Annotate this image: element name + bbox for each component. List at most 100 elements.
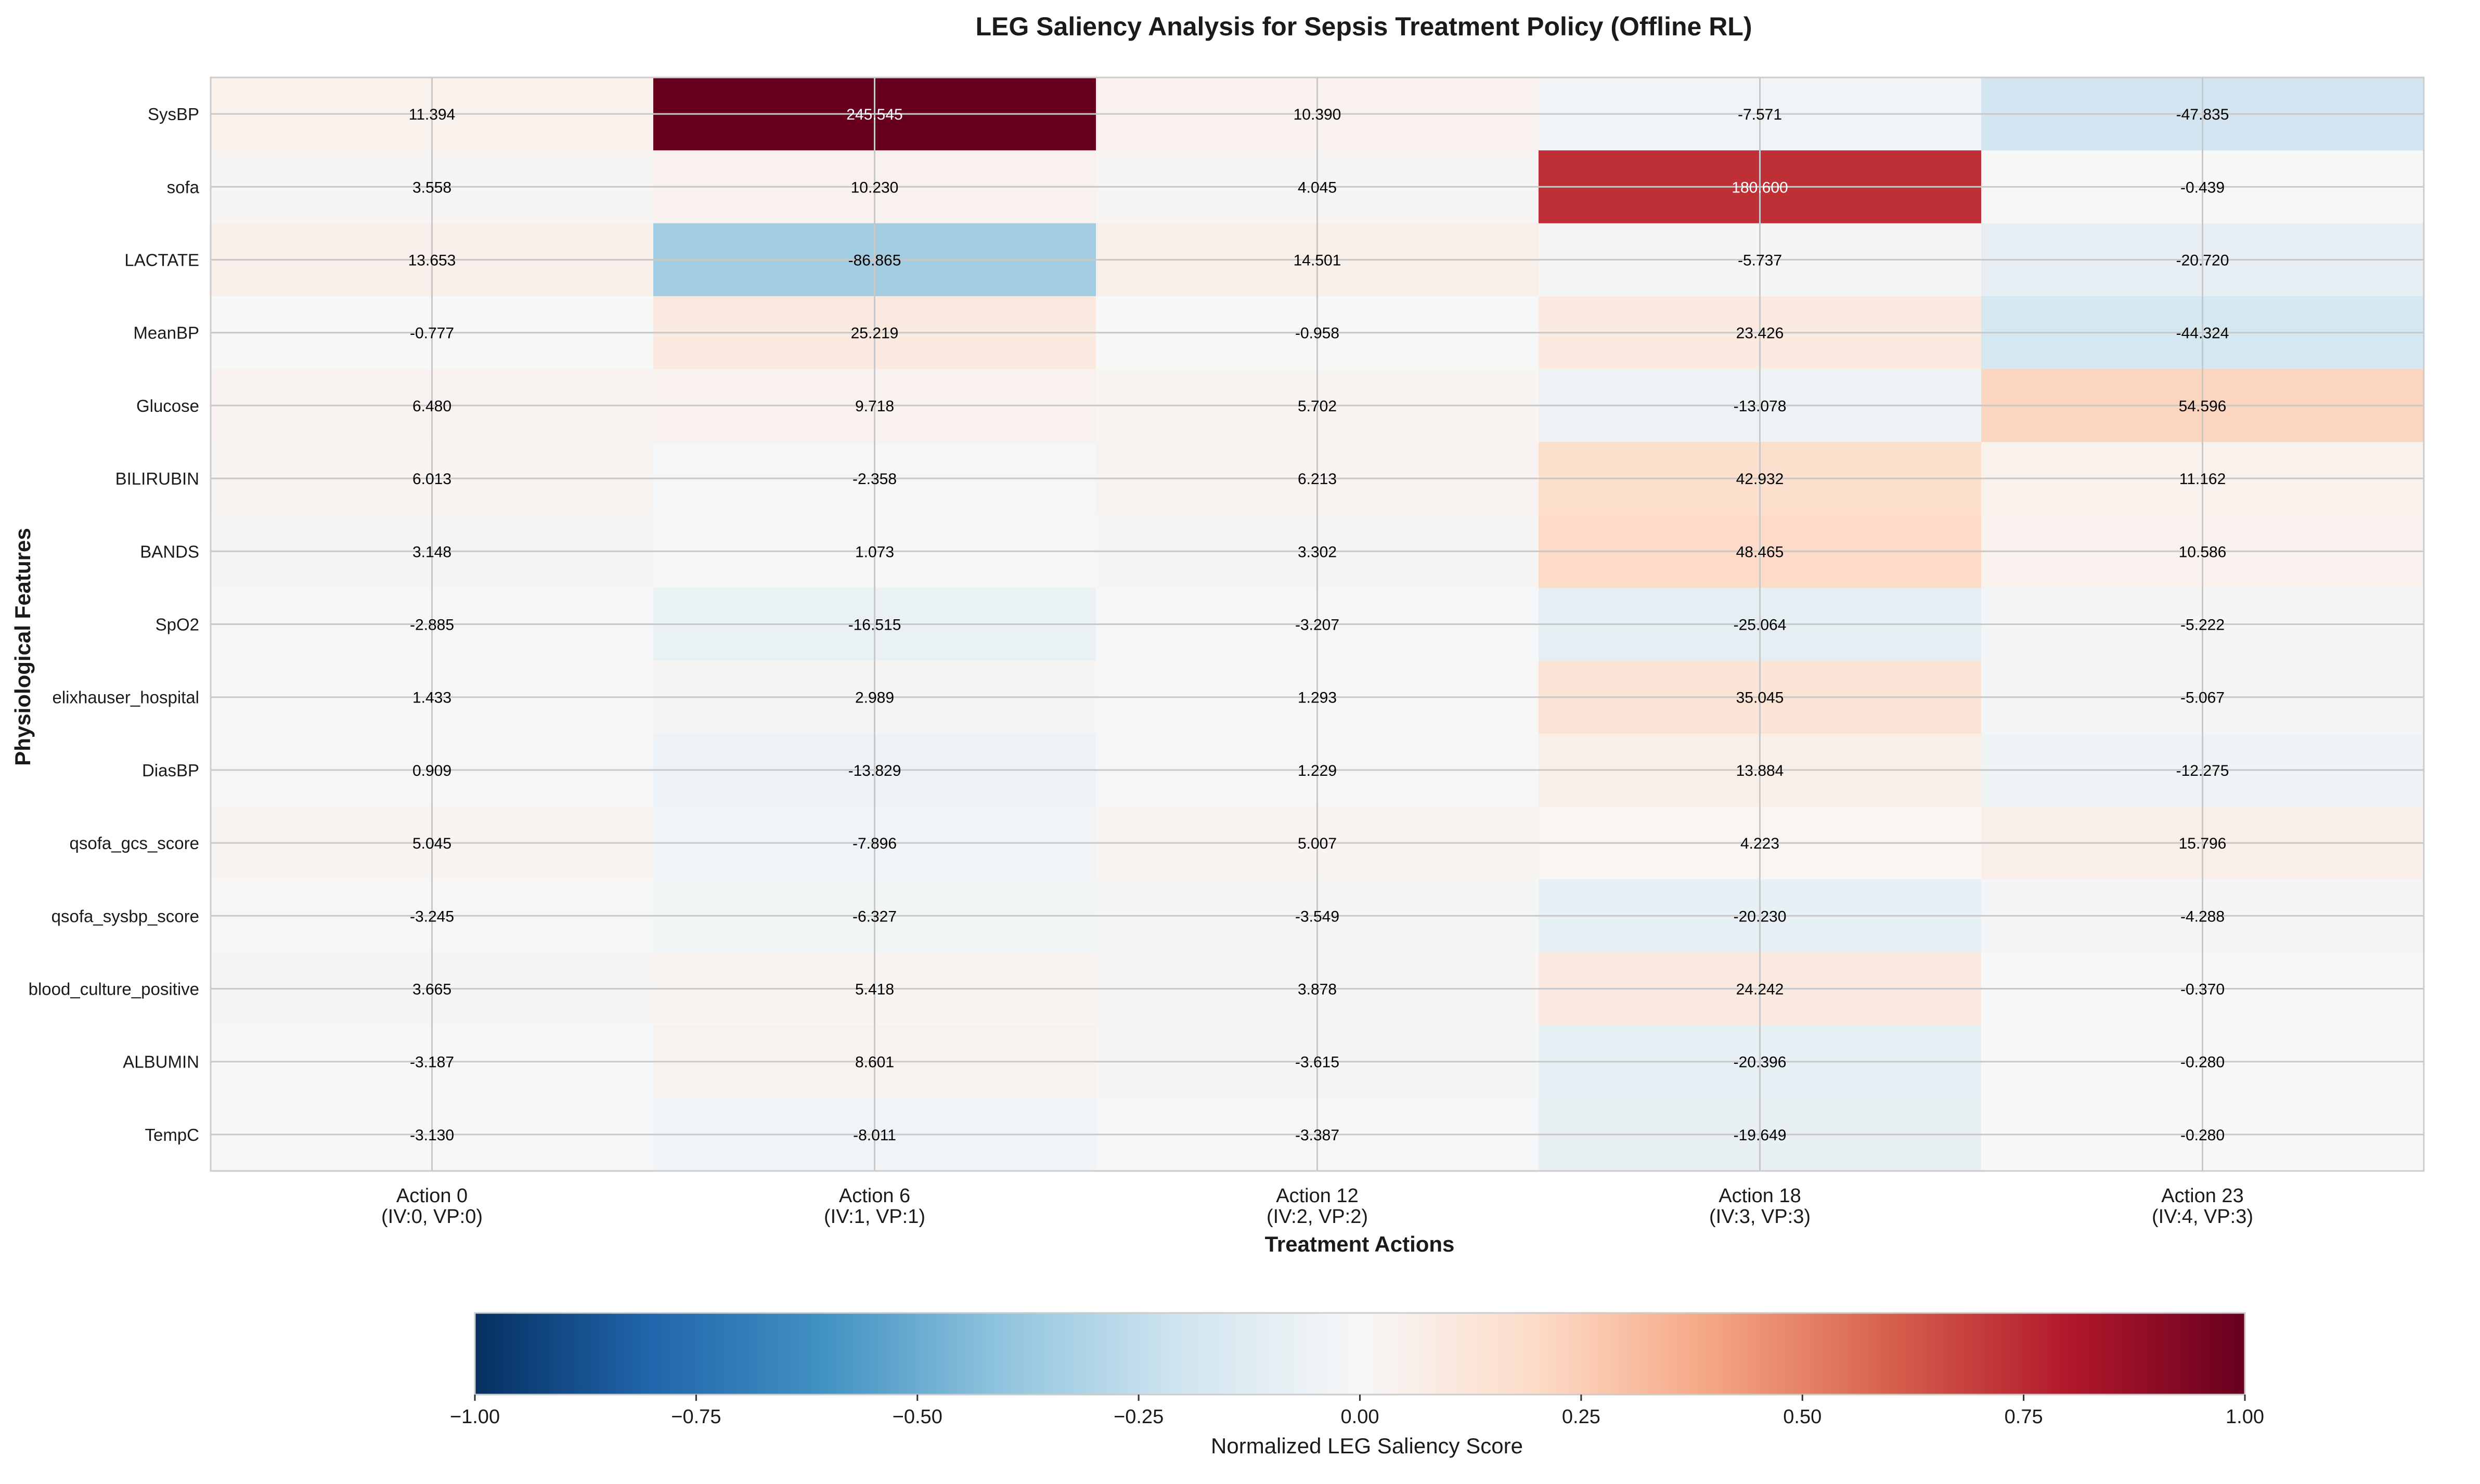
cell-value-label: -5.222 <box>2180 617 2225 634</box>
x-tick-label: (IV:2, VP:2) <box>1267 1206 1368 1228</box>
cell-value-label: -0.439 <box>2180 179 2225 196</box>
y-tick-label: TempC <box>145 1125 199 1144</box>
y-tick-labels: SysBP sofa LACTATE MeanBP Glucose BILIRUBIN BA… <box>29 105 200 1144</box>
y-tick-label: SpO2 <box>156 615 199 634</box>
y-axis-label: Physiological Features <box>10 528 35 766</box>
cell-value-label: -47.835 <box>2176 106 2229 123</box>
cell-value-label: 6.013 <box>412 471 451 488</box>
cell-value-label: -3.245 <box>410 908 454 925</box>
cell-value-label: 4.223 <box>1740 835 1779 852</box>
cell-value-label: -3.549 <box>1295 908 1339 925</box>
y-tick-label: DiasBP <box>142 761 199 780</box>
y-tick-label: ALBUMIN <box>123 1052 199 1072</box>
colorbar-tick-label: −1.00 <box>450 1406 500 1428</box>
cell-value-label: 48.465 <box>1736 543 1784 561</box>
cell-value-label: 5.007 <box>1298 835 1337 852</box>
cell-value-label: 25.219 <box>851 325 899 342</box>
cell-value-label: -25.064 <box>1734 617 1787 634</box>
cell-value-label: -19.649 <box>1734 1127 1787 1144</box>
cell-value-label: -3.615 <box>1295 1054 1339 1071</box>
cell-value-label: -13.078 <box>1734 398 1787 415</box>
cell-value-label: 5.418 <box>855 981 894 998</box>
x-axis-label: Treatment Actions <box>1265 1232 1455 1256</box>
y-tick-label: SysBP <box>148 105 199 124</box>
x-tick-label: (IV:0, VP:0) <box>381 1206 483 1228</box>
cell-value-label: 3.558 <box>412 179 451 196</box>
x-tick-label: Action 23 <box>2161 1185 2243 1207</box>
y-tick-label: BANDS <box>140 542 199 561</box>
y-tick-label: qsofa_gcs_score <box>70 834 199 853</box>
cell-value-label: -7.896 <box>852 835 897 852</box>
cell-value-label: 10.230 <box>851 179 899 196</box>
cell-value-label: 11.394 <box>409 106 456 123</box>
cell-value-label: 5.702 <box>1298 398 1337 415</box>
x-tick-label: (IV:4, VP:3) <box>2152 1206 2253 1228</box>
cell-value-label: -12.275 <box>2176 762 2229 779</box>
cell-value-label: 9.718 <box>855 398 894 415</box>
cell-value-label: -7.571 <box>1738 106 1782 123</box>
cell-value-label: -2.358 <box>852 471 897 488</box>
colorbar-tick-label: −0.75 <box>671 1406 721 1428</box>
x-tick-label: (IV:3, VP:3) <box>1709 1206 1811 1228</box>
colorbar-ticks: −1.00 −0.75 −0.50 −0.25 0.00 0.25 0.50 0.75 1.00 <box>450 1395 2264 1428</box>
cell-value-label: 54.596 <box>2179 398 2227 415</box>
cell-value-label: 10.390 <box>1294 106 1341 123</box>
y-tick-label: qsofa_sysbp_score <box>51 906 199 926</box>
cell-value-label: 3.302 <box>1298 543 1337 561</box>
chart-title: LEG Saliency Analysis for Sepsis Treatme… <box>975 12 1752 41</box>
cell-value-label: 1.073 <box>855 543 894 561</box>
cell-value-label: -5.737 <box>1738 252 1782 269</box>
cell-value-label: 180.600 <box>1732 179 1788 196</box>
cell-value-label: 8.601 <box>855 1054 894 1071</box>
cell-value-label: -20.396 <box>1734 1054 1787 1071</box>
cell-value-label: 2.989 <box>855 689 894 707</box>
cell-value-label: 35.045 <box>1736 689 1784 707</box>
cell-value-label: 10.586 <box>2179 543 2227 561</box>
cell-value-label: -8.011 <box>853 1127 896 1144</box>
cell-value-label: 0.909 <box>412 762 451 779</box>
y-tick-label: sofa <box>167 177 200 197</box>
cell-value-label: 1.433 <box>412 689 451 707</box>
cell-value-label: -3.187 <box>410 1054 454 1071</box>
cell-value-label: -13.829 <box>848 762 901 779</box>
x-tick-label: Action 0 <box>396 1185 468 1207</box>
cell-value-label: 11.162 <box>2179 471 2226 488</box>
cell-value-label: 1.229 <box>1298 762 1337 779</box>
cell-value-label: 15.796 <box>2179 835 2227 852</box>
cell-value-label: 42.932 <box>1736 471 1784 488</box>
y-tick-label: LACTATE <box>124 251 199 270</box>
colorbar-tick-label: 0.50 <box>1783 1406 1822 1428</box>
cell-value-label: -3.387 <box>1295 1127 1339 1144</box>
cell-value-label: 245.545 <box>846 106 902 123</box>
cell-value-label: 6.480 <box>412 398 451 415</box>
cell-value-label: -0.777 <box>410 325 454 342</box>
cell-value-label: 4.045 <box>1298 179 1337 196</box>
grid-lines <box>211 77 2424 1171</box>
cell-value-label: -86.865 <box>848 252 901 269</box>
y-tick-label: BILIRUBIN <box>115 469 199 488</box>
cell-value-labels: 11.394 245.545 10.390 -7.571 -47.835 3.558 10.… <box>408 106 2229 1144</box>
cell-value-label: -4.288 <box>2180 908 2225 925</box>
cell-value-label: 3.148 <box>412 543 451 561</box>
cell-value-label: -44.324 <box>2176 325 2229 342</box>
colorbar-tick-label: 0.25 <box>1562 1406 1600 1428</box>
y-tick-label: MeanBP <box>133 323 199 343</box>
cell-value-label: -0.280 <box>2180 1127 2225 1144</box>
cell-value-label: 13.884 <box>1736 762 1784 779</box>
x-tick-label: Action 6 <box>839 1185 910 1207</box>
cell-value-label: -20.720 <box>2176 252 2229 269</box>
colorbar-tick-label: 0.75 <box>2005 1406 2043 1428</box>
cell-value-label: -0.958 <box>1295 325 1339 342</box>
cell-value-label: 6.213 <box>1298 471 1337 488</box>
colorbar-tick-label: 0.00 <box>1341 1406 1379 1428</box>
plot-frame <box>210 76 2425 1172</box>
colorbar-label: Normalized LEG Saliency Score <box>1211 1434 1523 1458</box>
cell-value-label: 13.653 <box>408 252 456 269</box>
cell-value-label: -3.130 <box>410 1127 454 1144</box>
cell-value-label: 5.045 <box>412 835 451 852</box>
x-tick-label: (IV:1, VP:1) <box>824 1206 925 1228</box>
y-tick-label: Glucose <box>136 396 199 415</box>
x-tick-label: Action 12 <box>1276 1185 1358 1207</box>
